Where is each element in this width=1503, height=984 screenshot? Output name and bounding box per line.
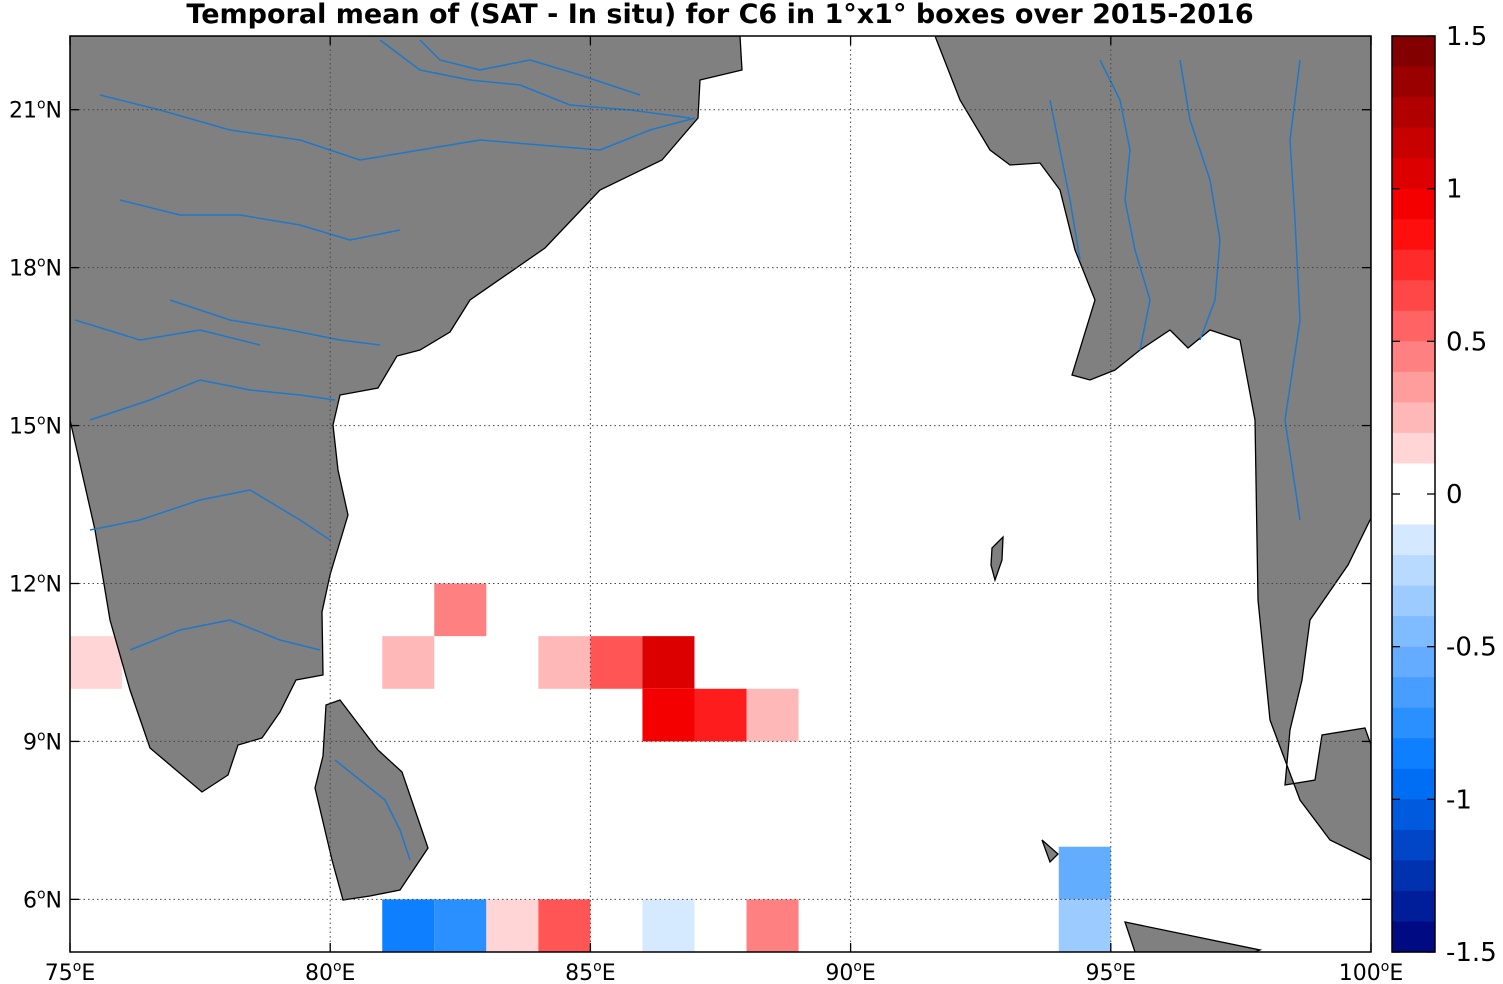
colorbar-band	[1392, 310, 1435, 342]
colorbar-band	[1392, 188, 1435, 220]
colorbar-band	[1392, 158, 1435, 190]
colorbar-band	[1392, 707, 1435, 739]
river-godavari	[89, 379, 336, 421]
data-cell	[382, 636, 435, 689]
colorbar-band	[1392, 36, 1435, 68]
y-axis-ticks: 6oN 9oN 12oN 15oN 18oN 21oN	[9, 97, 1371, 913]
colorbar-band	[1392, 249, 1435, 281]
data-cell	[642, 688, 695, 742]
colorbar-tick-label: 1.5	[1446, 22, 1487, 52]
x-tick-label: 80oE	[305, 959, 355, 984]
colorbar-tick-label: -1.5	[1446, 938, 1497, 968]
river-chindwin	[1049, 99, 1081, 261]
colorbar-band	[1392, 677, 1435, 709]
colorbar-tick-label: -1	[1446, 785, 1472, 815]
colorbar-band	[1392, 646, 1435, 678]
andaman-island	[990, 535, 1004, 583]
data-cell	[694, 688, 747, 742]
rivers	[74, 39, 1301, 861]
colorbar-ticks: 1.5 1 0.5 0 -0.5 -1 -1.5	[1392, 22, 1497, 968]
river-kaveri	[129, 619, 321, 651]
colorbar-band	[1392, 860, 1435, 892]
y-tick-label: 21oN	[9, 97, 62, 124]
colorbar-band	[1392, 97, 1435, 129]
colorbar-tick-label: 1	[1446, 175, 1463, 205]
colorbar-band	[1392, 555, 1435, 587]
y-tick-label: 9oN	[23, 728, 62, 755]
colorbar-tick-label: 0	[1446, 480, 1463, 510]
nicobar-island	[1041, 839, 1059, 864]
colorbar	[1392, 36, 1435, 953]
river-salween	[1284, 59, 1301, 521]
colorbar-band	[1392, 921, 1435, 953]
river-mahanadi	[169, 299, 381, 346]
colorbar-band	[1392, 738, 1435, 770]
y-tick-label: 18oN	[9, 255, 62, 282]
data-cell	[642, 636, 695, 689]
colorbar-band	[1392, 280, 1435, 312]
data-cells	[70, 583, 1111, 952]
data-cell	[746, 688, 799, 742]
river-yamuna	[119, 199, 401, 241]
colorbar-band	[1392, 66, 1435, 98]
data-cell	[1058, 899, 1111, 952]
data-cell	[746, 899, 799, 952]
river-sri-lanka	[334, 759, 411, 861]
river-narmada	[74, 319, 261, 346]
colorbar-band	[1392, 371, 1435, 403]
x-tick-label: 90oE	[825, 959, 875, 984]
x-axis-ticks: 75oE 80oE 85oE 90oE 95oE 100oE	[45, 36, 1403, 984]
map-frame	[69, 35, 1372, 953]
colorbar-band	[1392, 524, 1435, 556]
river-irrawaddy	[1179, 59, 1221, 341]
sumatra-landmass	[1124, 921, 1263, 952]
colorbar-band	[1392, 585, 1435, 617]
data-cell	[434, 899, 487, 952]
map-title: Temporal mean of (SAT - In situ) for C6 …	[186, 0, 1254, 30]
colorbar-band	[1392, 463, 1435, 495]
x-tick-label: 95oE	[1086, 959, 1136, 984]
data-cell	[70, 636, 123, 689]
colorbar-tick-label: 0.5	[1446, 327, 1487, 357]
colorbar-tick-label: -0.5	[1446, 633, 1497, 663]
data-cell	[382, 899, 435, 952]
y-tick-label: 6oN	[23, 886, 62, 913]
india-landmass	[70, 36, 743, 793]
y-tick-label: 12oN	[9, 570, 62, 597]
data-cell	[538, 636, 591, 689]
colorbar-band	[1392, 341, 1435, 373]
x-tick-label: 75oE	[45, 959, 95, 984]
myanmar-landmass	[934, 36, 1371, 861]
colorbar-band	[1392, 616, 1435, 648]
data-cell	[538, 899, 591, 952]
colorbar-band	[1392, 432, 1435, 465]
river-ganges	[99, 94, 696, 161]
data-cell	[486, 899, 539, 952]
data-cell	[1058, 846, 1111, 900]
x-tick-label: 100oE	[1339, 959, 1403, 984]
river-brahmaputra	[1099, 59, 1151, 351]
colorbar-band	[1392, 768, 1435, 800]
colorbar-band	[1392, 127, 1435, 159]
colorbar-band	[1392, 219, 1435, 251]
data-cell	[590, 636, 643, 689]
y-tick-label: 15oN	[9, 413, 62, 440]
grid-lines	[70, 36, 1371, 952]
colorbar-band	[1392, 402, 1435, 434]
colorbar-band	[1392, 494, 1435, 526]
river-krishna	[89, 489, 331, 541]
colorbar-band	[1392, 829, 1435, 861]
river-ghaghara	[419, 39, 641, 96]
x-tick-label: 85oE	[565, 959, 615, 984]
colorbar-band	[1392, 890, 1435, 923]
sri-lanka-landmass	[314, 699, 429, 901]
data-cell	[642, 899, 695, 952]
data-cell	[434, 583, 487, 637]
colorbar-band	[1392, 799, 1435, 831]
river-upper-ganges	[379, 39, 691, 119]
land-masses	[70, 36, 1371, 952]
